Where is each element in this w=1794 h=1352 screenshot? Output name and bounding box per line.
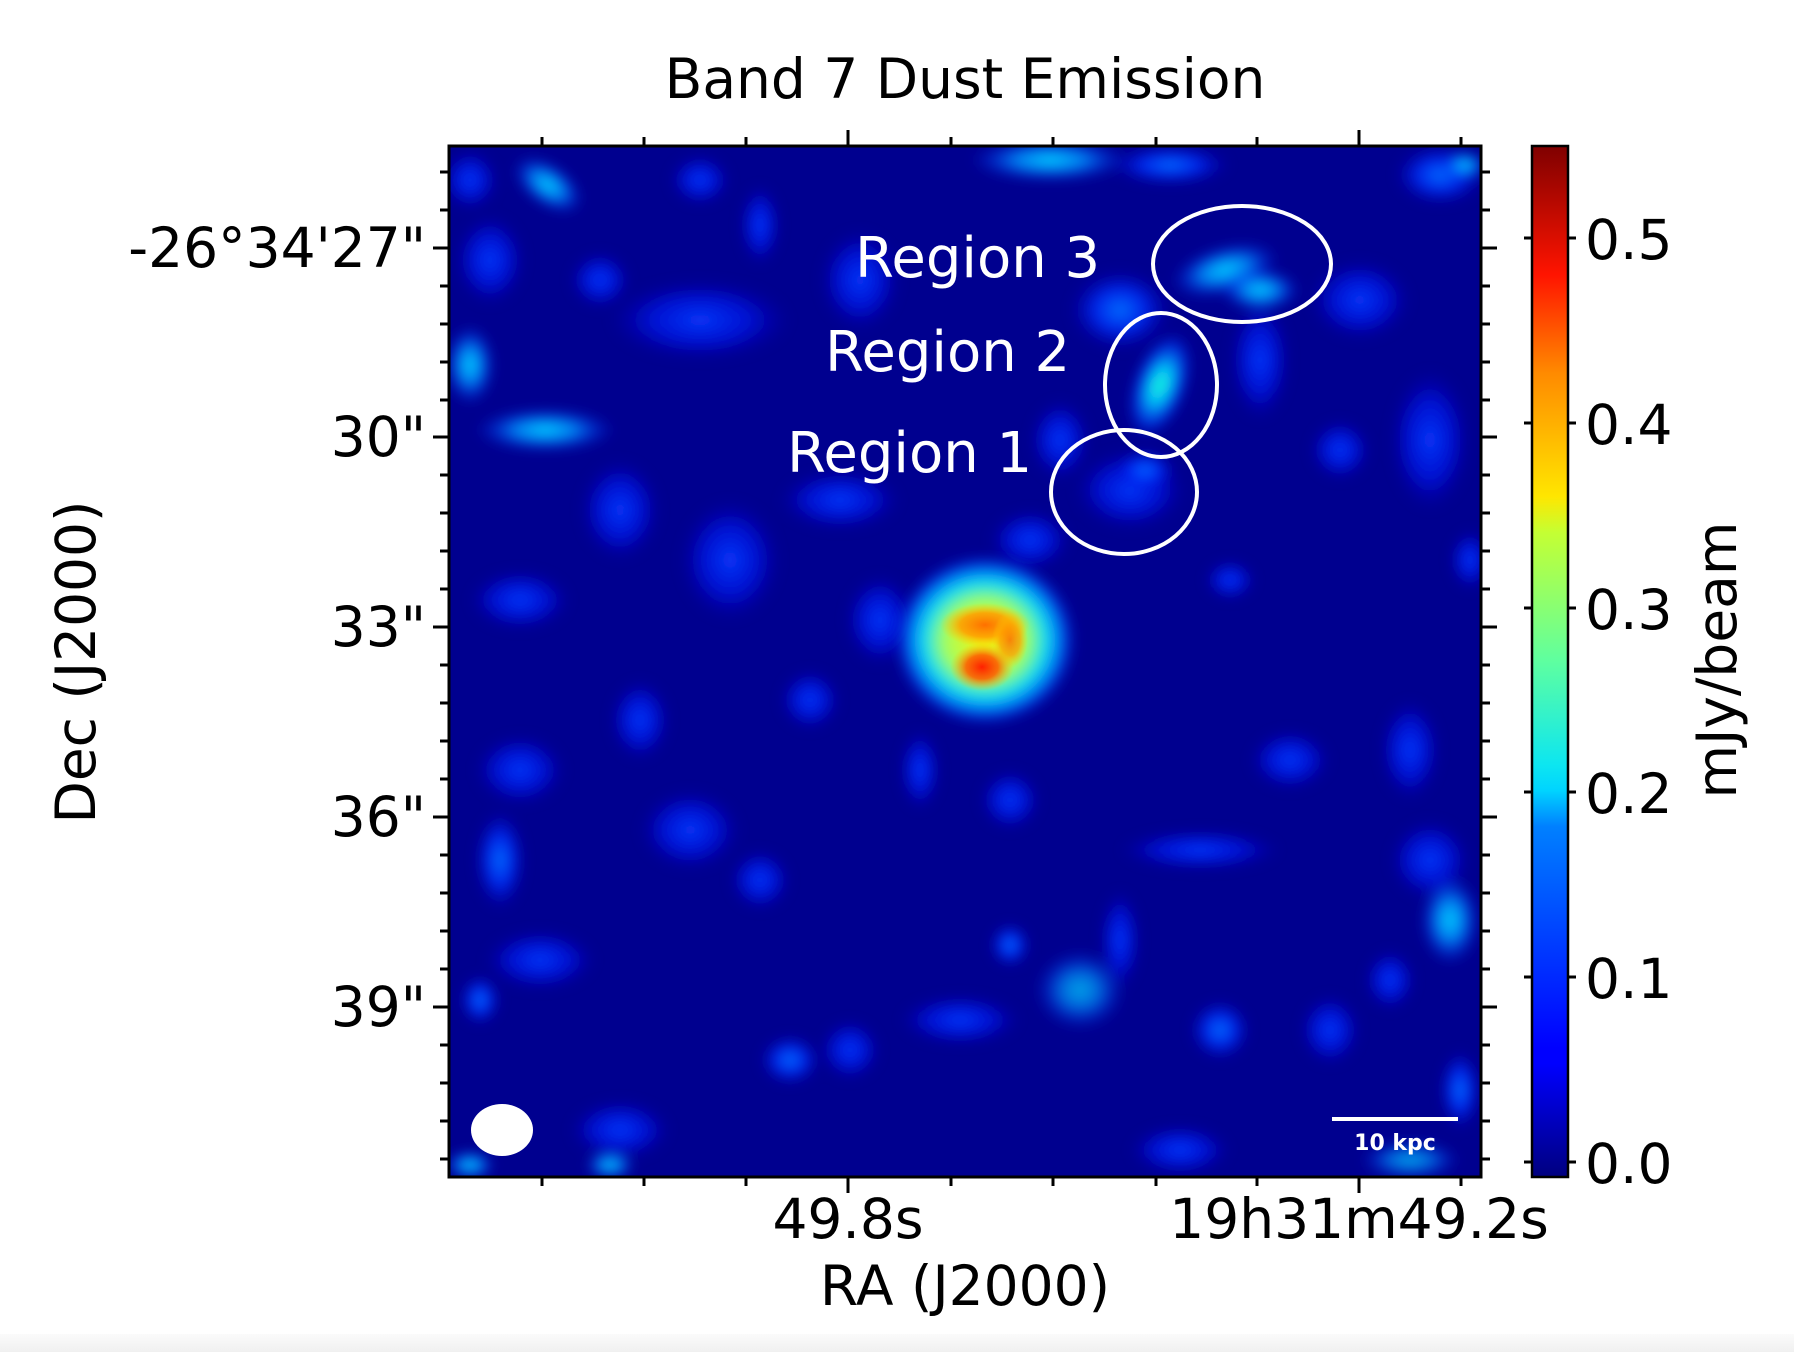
ytick-33: 33"	[331, 595, 426, 659]
colorbar-ticks	[1524, 236, 1576, 1164]
plot-frame	[447, 144, 1483, 1179]
ytick-27: -26°34'27"	[128, 216, 426, 280]
colorbar: 0.0 0.1 0.2 0.3 0.4 0.5 mJy/beam	[1524, 144, 1749, 1196]
cbar-tick-4: 0.4	[1585, 393, 1672, 457]
beam-ellipse	[471, 1104, 533, 1156]
x-axis-label: RA (J2000)	[820, 1254, 1110, 1318]
region-2-label: Region 2	[825, 320, 1070, 385]
xtick-49-8: 49.8s	[772, 1187, 923, 1251]
y-ticks	[433, 170, 1497, 1161]
colorbar-label: mJy/beam	[1685, 522, 1749, 799]
emission-map: Region 3 Region 2 Region 1 10 kpc	[449, 146, 1481, 1177]
ytick-30: 30"	[331, 405, 426, 469]
chart-title: Band 7 Dust Emission	[665, 47, 1266, 111]
region-2-ellipse[interactable]	[1103, 311, 1219, 459]
colorbar-tick-labels: 0.0 0.1 0.2 0.3 0.4 0.5	[1585, 208, 1672, 1196]
region-3-label: Region 3	[855, 226, 1100, 291]
scale-bar	[1332, 1117, 1458, 1121]
noise-emission	[449, 146, 1481, 1177]
x-tick-labels: 49.8s 19h31m49.2s	[772, 1187, 1548, 1251]
central-source	[893, 554, 1077, 726]
region-1-ellipse[interactable]	[1049, 428, 1199, 556]
cbar-tick-1: 0.1	[1585, 947, 1672, 1011]
colorbar-gradient	[1530, 144, 1570, 1179]
x-ticks	[540, 130, 1463, 1193]
bottom-strip	[0, 1334, 1794, 1352]
scale-bar-label: 10 kpc	[1354, 1131, 1436, 1156]
y-tick-labels: -26°34'27" 30" 33" 36" 39"	[128, 216, 426, 1039]
region-3-ellipse[interactable]	[1151, 204, 1333, 324]
ytick-36: 36"	[331, 785, 426, 849]
region-1-label: Region 1	[787, 421, 1032, 486]
ytick-39: 39"	[331, 975, 426, 1039]
cbar-tick-0: 0.0	[1585, 1132, 1672, 1196]
cbar-tick-5: 0.5	[1585, 208, 1672, 272]
cbar-tick-2: 0.2	[1585, 762, 1672, 826]
region-outlines	[1049, 204, 1333, 556]
cbar-tick-3: 0.3	[1585, 578, 1672, 642]
y-axis-label: Dec (J2000)	[44, 500, 108, 823]
xtick-49-2: 19h31m49.2s	[1169, 1187, 1549, 1251]
